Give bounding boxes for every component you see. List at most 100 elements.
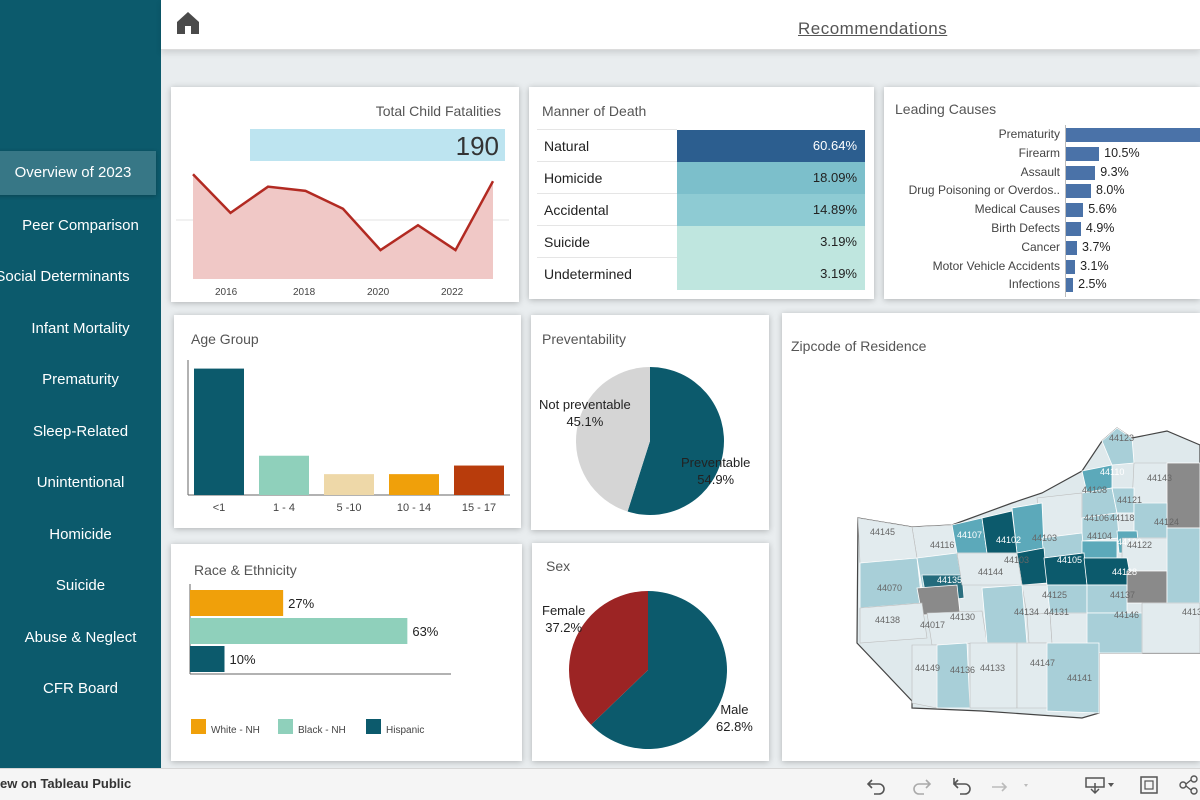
lc-value-label: 9.3%	[1100, 164, 1129, 179]
zip-label: 44116	[930, 540, 954, 550]
lc-bar[interactable]	[1065, 240, 1078, 255]
age-bar	[259, 455, 309, 495]
lc-category-label: Assault	[1020, 164, 1060, 179]
lc-value-label: 3.7%	[1082, 239, 1111, 254]
race-value-label: 10%	[230, 652, 256, 667]
age-group-card: Age Group <1 1 - 4 5 -10 10 - 14 15 - 17	[174, 315, 521, 528]
manner-row[interactable]: Undetermined 3.19%	[537, 257, 865, 290]
view-on-tableau-link[interactable]: ew on Tableau Public	[0, 776, 132, 791]
lc-bar[interactable]	[1065, 184, 1091, 199]
sidebar-item-abuse-neglect[interactable]: Abuse & Neglect	[24, 629, 137, 646]
revert-icon[interactable]	[952, 775, 974, 795]
zip-label: 44135	[937, 575, 962, 585]
manner-value: 3.19%	[677, 225, 865, 258]
not-preventable-label: Not preventable 45.1%	[539, 397, 631, 429]
preventability-pie-chart	[576, 367, 724, 515]
zip-label: 44149	[915, 663, 940, 673]
age-category-label: 1 - 4	[273, 502, 295, 514]
manner-row[interactable]: Suicide 3.19%	[537, 225, 865, 258]
fullscreen-icon[interactable]	[1138, 775, 1160, 795]
zip-label: 44118	[1110, 513, 1134, 523]
lc-bar[interactable]	[1065, 203, 1084, 218]
sidebar-item-infant-mortality[interactable]: Infant Mortality	[31, 320, 130, 337]
download-icon[interactable]	[1084, 775, 1120, 795]
zip-label: 44105	[1057, 555, 1082, 565]
lc-bar[interactable]	[1065, 259, 1076, 274]
pause-icon[interactable]	[990, 775, 1034, 795]
kpi-box: 190	[250, 129, 505, 161]
redo-icon[interactable]	[910, 775, 932, 795]
age-bar	[194, 368, 244, 495]
age-bar	[454, 465, 504, 495]
recommendations-link[interactable]: Recommendations	[798, 19, 948, 38]
zip-label: 44120	[1117, 537, 1142, 547]
total-fatalities-card: Total Child Fatalities 190 2016 2018 202…	[171, 87, 519, 302]
zip-label: 44103	[1032, 533, 1057, 543]
zip-label: 44128	[1112, 567, 1137, 577]
sidebar-nav: Overview of 2023 Peer Comparison Social …	[0, 0, 161, 768]
sidebar-item-cfr-board[interactable]: CFR Board	[42, 680, 119, 697]
home-icon[interactable]	[175, 10, 201, 36]
sidebar-item-overview[interactable]: Overview of 2023	[0, 151, 156, 195]
lc-value-label: 2.5%	[1078, 277, 1107, 292]
fatalities-area	[193, 174, 493, 279]
age-bar	[389, 474, 439, 495]
sidebar-item-sleep-related[interactable]: Sleep-Related	[32, 423, 129, 440]
sidebar-item-peer-comparison[interactable]: Peer Comparison	[22, 217, 139, 234]
lc-category-label: Prematurity	[998, 127, 1060, 141]
leading-causes-title: Leading Causes	[895, 101, 997, 117]
zip-label: 44134	[1014, 607, 1039, 617]
age-category-label: 5 -10	[336, 502, 361, 514]
pie-slice	[627, 367, 724, 515]
manner-label: Suicide	[537, 225, 677, 258]
sex-pie-chart	[569, 591, 727, 749]
zip-label: 44145	[870, 527, 895, 537]
leading-causes-card: Leading Causes Prematurity Firearm 10.5% As…	[884, 87, 1200, 299]
race-value-label: 63%	[412, 624, 438, 639]
race-ethnicity-card: Race & Ethnicity 27% 63% 10% White - NH Bl…	[171, 544, 522, 761]
manner-value: 3.19%	[677, 257, 865, 290]
lc-value-label: 3.1%	[1080, 258, 1109, 273]
sex-card: Sex Female 37.2% Male 62.8%	[532, 543, 769, 761]
manner-of-death-title: Manner of Death	[542, 103, 647, 119]
zip-label: 44122	[1127, 540, 1152, 550]
lc-bar[interactable]	[1065, 146, 1100, 161]
lc-bar[interactable]	[1065, 222, 1081, 236]
tick-label-2020: 2020	[367, 287, 390, 298]
race-bar	[190, 590, 284, 616]
zip-label: 44130	[950, 612, 975, 622]
undo-icon[interactable]	[866, 775, 888, 795]
top-bar: Recommendations	[161, 0, 1200, 50]
manner-label: Undetermined	[537, 257, 677, 290]
legend-swatch-black	[278, 719, 293, 734]
age-category-label: 10 - 14	[397, 502, 431, 514]
sidebar-item-suicide[interactable]: Suicide	[55, 577, 106, 594]
share-icon[interactable]	[1178, 775, 1200, 795]
tick-label-2022: 2022	[441, 287, 464, 298]
sidebar-item-prematurity[interactable]: Prematurity	[42, 371, 119, 388]
age-category-label: 15 - 17	[462, 502, 496, 514]
manner-row[interactable]: Homicide 18.09%	[537, 161, 865, 194]
sidebar-item-unintentional[interactable]: Unintentional	[36, 474, 125, 491]
race-value-label: 27%	[288, 596, 314, 611]
bottom-toolbar: ew on Tableau Public	[0, 768, 1200, 800]
zip-label: 44136	[950, 665, 975, 675]
lc-bar[interactable]	[1065, 128, 1200, 142]
tick-label-2016: 2016	[215, 287, 238, 298]
lc-value-label: 4.9%	[1085, 221, 1115, 235]
age-bar	[324, 474, 374, 495]
sidebar-item-social-determinants[interactable]: Social Determinants	[0, 268, 130, 285]
lc-bar[interactable]	[1065, 165, 1096, 180]
lc-value-label: 5.6%	[1088, 202, 1117, 217]
zip-label: 44133	[980, 663, 1005, 673]
sidebar-item-homicide[interactable]: Homicide	[49, 526, 112, 543]
zip-label: 44144	[978, 567, 1003, 577]
zip-label: 44070	[877, 583, 902, 593]
manner-row[interactable]: Natural 60.64%	[537, 129, 865, 162]
zip-label: 44131	[1044, 607, 1069, 617]
zipcode-map[interactable]: 44123 44110 44143 44108 44121 44124 44106 44118…	[782, 313, 1200, 761]
lc-category-label: Infections	[1008, 277, 1060, 292]
lc-bar[interactable]	[1065, 278, 1074, 293]
manner-row[interactable]: Accidental 14.89%	[537, 193, 865, 226]
legend-swatch-white	[191, 719, 206, 734]
